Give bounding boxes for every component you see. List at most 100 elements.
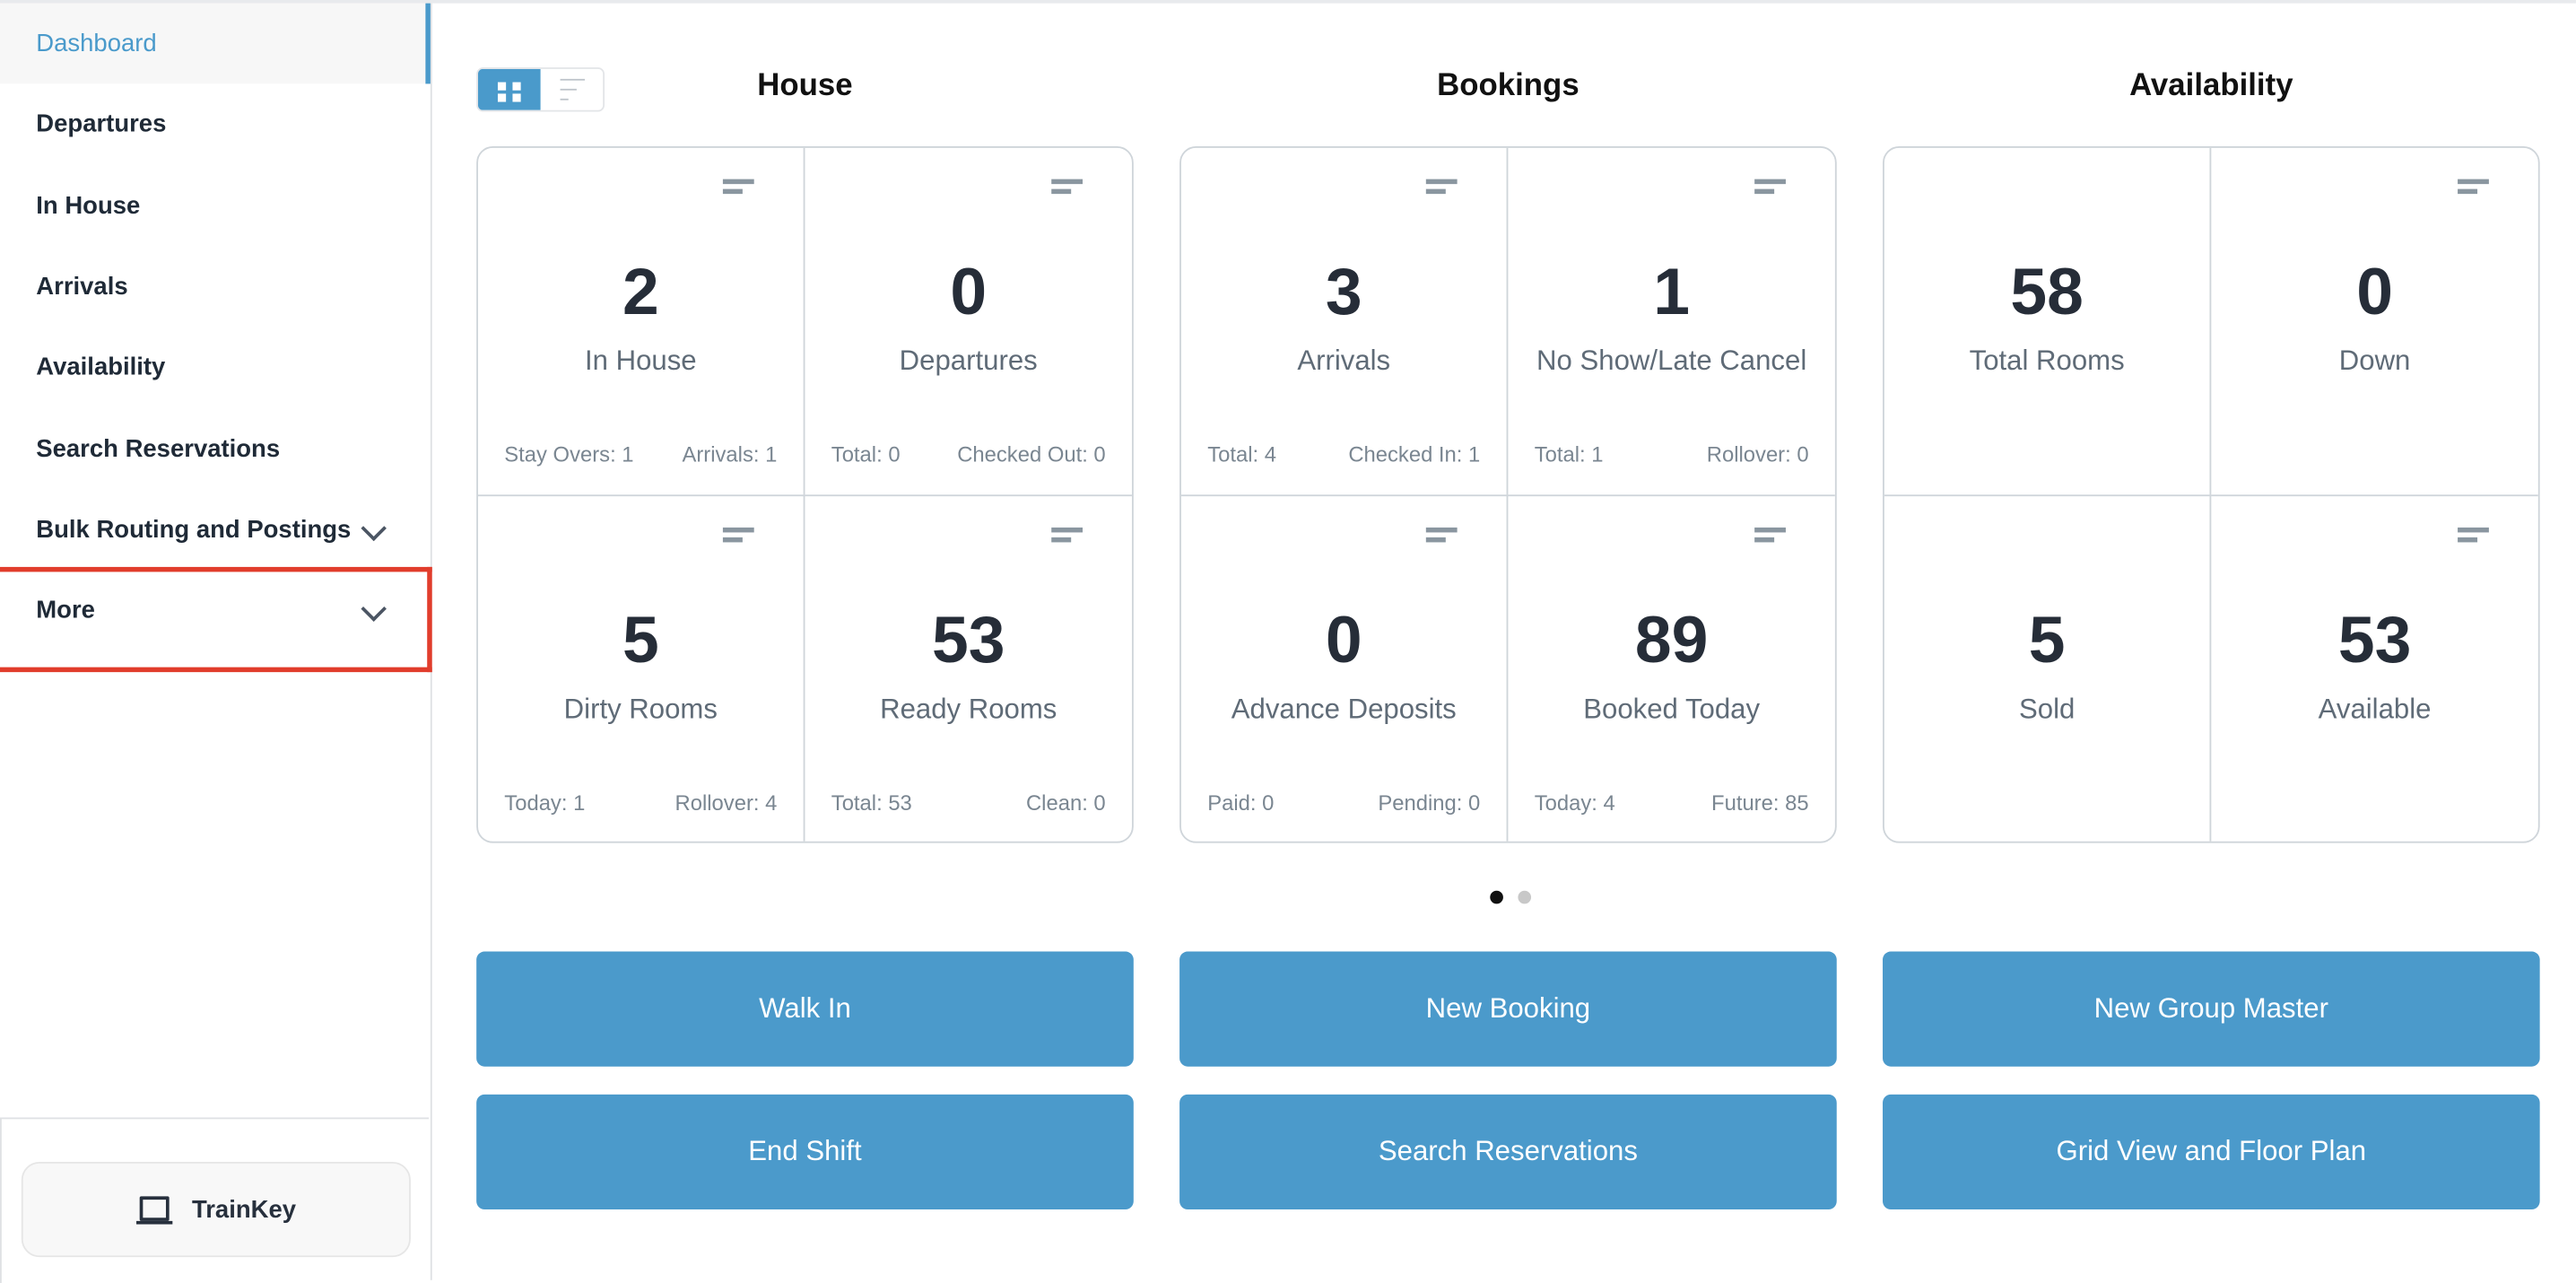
stat-tile-ready-rooms[interactable]: 53 Ready Rooms Total: 53 Clean: 0 bbox=[805, 494, 1132, 841]
stat-footer-left: Paid: 0 bbox=[1207, 790, 1275, 816]
column-title-house: House bbox=[757, 68, 853, 104]
sidebar-footer: TrainKey bbox=[0, 1117, 430, 1283]
stat-value: 0 bbox=[1325, 605, 1362, 677]
sidebar-item-search-reservations[interactable]: Search Reservations bbox=[0, 408, 431, 489]
laptop-icon bbox=[135, 1196, 172, 1225]
menu-icon[interactable] bbox=[1754, 179, 1786, 196]
trainkey-label: TrainKey bbox=[191, 1195, 297, 1224]
stat-tile-booked-today[interactable]: 89 Booked Today Today: 4 Future: 85 bbox=[1508, 494, 1835, 841]
stat-footer: Total: 53 Clean: 0 bbox=[831, 790, 1106, 815]
menu-icon[interactable] bbox=[2458, 179, 2489, 196]
stat-tile-dirty-rooms[interactable]: 5 Dirty Rooms Today: 1 Rollover: 4 bbox=[477, 494, 805, 842]
column-title-availability: Availability bbox=[2129, 68, 2293, 104]
sidebar-item-label: Search Reservations bbox=[36, 434, 281, 463]
stat-label: Down bbox=[2338, 345, 2411, 377]
sidebar-item-bulk-routing-and-postings[interactable]: Bulk Routing and Postings bbox=[0, 489, 431, 570]
sidebar-item-label: Bulk Routing and Postings bbox=[36, 515, 352, 544]
stat-tile-total-rooms[interactable]: 58 Total Rooms bbox=[1884, 147, 2212, 495]
sidebar-item-label: Dashboard bbox=[36, 29, 157, 58]
stat-footer-left: Today: 1 bbox=[504, 790, 586, 816]
stat-value: 0 bbox=[2356, 256, 2393, 329]
stat-footer-right: Rollover: 4 bbox=[674, 790, 778, 816]
stat-footer-left: Total: 4 bbox=[1207, 441, 1277, 467]
stat-tile-sold[interactable]: 5 Sold bbox=[1884, 494, 2212, 842]
stat-footer-left: Today: 4 bbox=[1534, 790, 1615, 816]
menu-icon[interactable] bbox=[722, 527, 754, 544]
stat-tile-no-show-late-cancel[interactable]: 1 No Show/Late Cancel Total: 1 Rollover: 0 bbox=[1508, 148, 1834, 494]
stats-card-bookings: 3 Arrivals Total: 4 Checked In: 1 1 No Show/L… bbox=[1179, 146, 1837, 843]
stat-value: 5 bbox=[622, 605, 659, 677]
stat-footer-right: Pending: 0 bbox=[1378, 790, 1481, 816]
menu-icon[interactable] bbox=[1425, 179, 1458, 196]
sidebar-item-more[interactable]: More bbox=[0, 571, 431, 651]
stat-value: 1 bbox=[1653, 256, 1691, 329]
stat-label: In House bbox=[584, 345, 697, 377]
menu-icon[interactable] bbox=[1051, 179, 1083, 196]
new-group-master-button[interactable]: New Group Master bbox=[1883, 951, 2540, 1067]
stat-footer-left: Stay Overs: 1 bbox=[504, 441, 634, 467]
stat-label: Booked Today bbox=[1583, 693, 1761, 725]
stat-value: 53 bbox=[931, 605, 1005, 677]
list-view-icon[interactable] bbox=[541, 69, 604, 110]
menu-icon[interactable] bbox=[1051, 527, 1083, 544]
trainkey-button[interactable]: TrainKey bbox=[21, 1161, 411, 1258]
menu-icon[interactable] bbox=[1425, 527, 1458, 544]
column-title-bookings: Bookings bbox=[1437, 68, 1580, 104]
menu-icon[interactable] bbox=[1754, 527, 1786, 544]
stat-label: Available bbox=[2318, 693, 2432, 725]
stat-tile-in-house[interactable]: 2 In House Stay Overs: 1 Arrivals: 1 bbox=[478, 147, 805, 495]
sidebar-item-departures[interactable]: Departures bbox=[0, 84, 431, 165]
stat-label: Ready Rooms bbox=[880, 693, 1057, 725]
stat-footer-right: Checked In: 1 bbox=[1348, 441, 1481, 467]
stat-footer: Stay Overs: 1 Arrivals: 1 bbox=[504, 442, 777, 467]
stat-label: Dirty Rooms bbox=[563, 693, 718, 725]
stat-footer-left: Total: 0 bbox=[831, 441, 901, 467]
view-toggle bbox=[476, 67, 605, 112]
sidebar-item-label: Departures bbox=[36, 110, 167, 139]
pagination-dot-2[interactable] bbox=[1518, 890, 1532, 904]
end-shift-button[interactable]: End Shift bbox=[476, 1094, 1134, 1210]
stat-value: 58 bbox=[2010, 256, 2084, 329]
stat-label: Departures bbox=[899, 345, 1038, 377]
stat-value: 0 bbox=[950, 256, 988, 329]
stat-tile-down[interactable]: 0 Down bbox=[2211, 148, 2537, 494]
search-reservations-button[interactable]: Search Reservations bbox=[1179, 1094, 1837, 1210]
stat-label: Arrivals bbox=[1297, 345, 1391, 377]
stat-footer: Today: 4 Future: 85 bbox=[1535, 790, 1809, 815]
stat-tile-advance-deposits[interactable]: 0 Advance Deposits Paid: 0 Pending: 0 bbox=[1180, 494, 1509, 842]
stat-tile-available[interactable]: 53 Available bbox=[2211, 494, 2538, 841]
new-booking-button[interactable]: New Booking bbox=[1179, 951, 1837, 1067]
stat-footer-right: Clean: 0 bbox=[1025, 790, 1106, 816]
sidebar-item-label: Availability bbox=[36, 353, 166, 382]
sidebar-item-arrivals[interactable]: Arrivals bbox=[0, 247, 431, 327]
sidebar-item-in-house[interactable]: In House bbox=[0, 165, 431, 246]
chevron-down-icon[interactable] bbox=[361, 596, 387, 623]
stat-footer-right: Future: 85 bbox=[1711, 790, 1809, 816]
sidebar-item-availability[interactable]: Availability bbox=[0, 327, 431, 408]
walk-in-button[interactable]: Walk In bbox=[476, 951, 1134, 1067]
stats-card-house: 2 In House Stay Overs: 1 Arrivals: 1 0 Depart… bbox=[476, 146, 1134, 843]
stat-value: 53 bbox=[2337, 605, 2412, 677]
stats-card-availability: 58 Total Rooms 0 Down 5 Sold 53 Available bbox=[1883, 146, 2540, 843]
grid-view-and-floor-plan-button[interactable]: Grid View and Floor Plan bbox=[1883, 1094, 2540, 1210]
menu-icon[interactable] bbox=[722, 179, 754, 196]
grid-view-icon[interactable] bbox=[477, 68, 541, 110]
sidebar-item-label: In House bbox=[36, 191, 141, 220]
chevron-down-icon[interactable] bbox=[361, 515, 387, 541]
sidebar-item-label: More bbox=[36, 597, 95, 625]
stat-label: Sold bbox=[2019, 693, 2076, 725]
stat-label: No Show/Late Cancel bbox=[1536, 345, 1807, 377]
stat-footer: Total: 4 Checked In: 1 bbox=[1207, 442, 1480, 467]
sidebar-item-dashboard[interactable]: Dashboard bbox=[0, 3, 431, 84]
stat-tile-arrivals[interactable]: 3 Arrivals Total: 4 Checked In: 1 bbox=[1181, 147, 1509, 495]
stat-footer-right: Rollover: 0 bbox=[1706, 441, 1809, 467]
stat-footer: Paid: 0 Pending: 0 bbox=[1207, 790, 1480, 815]
stat-footer-right: Checked Out: 0 bbox=[957, 441, 1106, 467]
stat-tile-departures[interactable]: 0 Departures Total: 0 Checked Out: 0 bbox=[805, 148, 1131, 494]
pagination-dot-1[interactable] bbox=[1490, 890, 1503, 904]
stat-value: 5 bbox=[2028, 605, 2066, 677]
stat-label: Total Rooms bbox=[1969, 345, 2125, 377]
stat-value: 3 bbox=[1325, 256, 1362, 329]
menu-icon[interactable] bbox=[2458, 527, 2489, 544]
